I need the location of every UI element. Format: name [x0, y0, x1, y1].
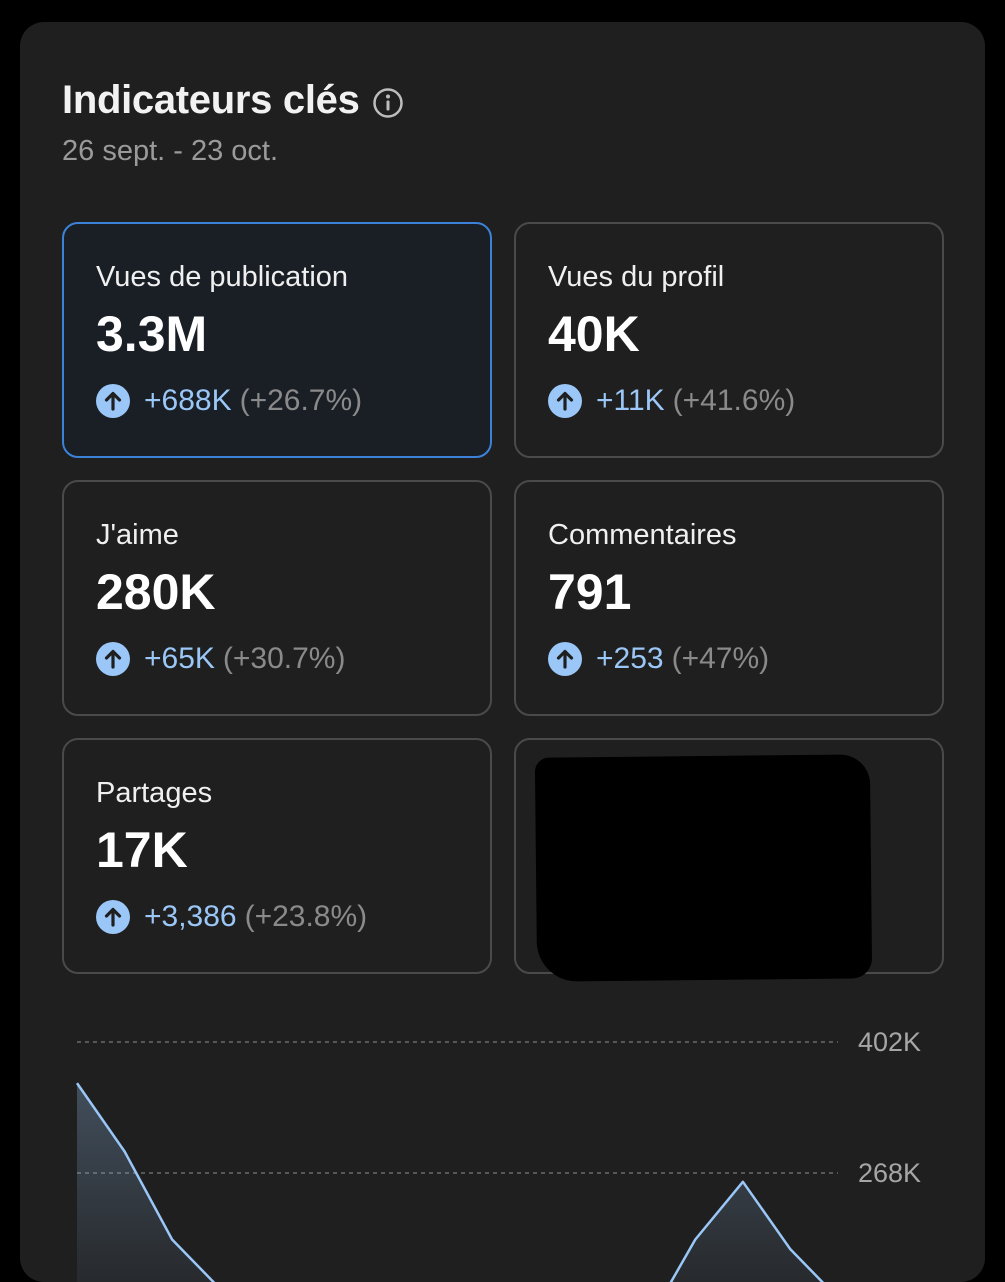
metric-label: Vues du profil — [548, 261, 725, 293]
metric-value: 3.3M — [96, 306, 208, 362]
metric-delta: +3,386 (+23.8%) — [96, 900, 490, 934]
arrow-up-icon — [548, 384, 582, 418]
arrow-up-icon — [96, 384, 130, 418]
metric-delta: +253 (+47%) — [548, 642, 942, 676]
key-metrics-panel: Indicateurs clés 26 sept. - 23 oct. Vues… — [20, 22, 985, 1282]
delta-percent: (+41.6%) — [672, 384, 796, 417]
metrics-grid: Vues de publication 3.3M +688K (+26.7%) … — [62, 222, 944, 982]
delta-percent: (+30.7%) — [222, 642, 346, 675]
metric-value: 791 — [548, 564, 632, 620]
date-range: 26 sept. - 23 oct. — [62, 135, 279, 167]
metric-delta: +65K (+30.7%) — [96, 642, 490, 676]
metric-trend-chart: 402K 268K — [75, 1027, 921, 1282]
metric-card-shares[interactable]: Partages 17K +3,386 (+23.8%) — [62, 738, 492, 974]
metric-card-comments[interactable]: Commentaires 791 +253 (+47%) — [514, 480, 944, 716]
metric-label: Vues de publication — [96, 261, 349, 293]
panel-header: Indicateurs clés 26 sept. - 23 oct. — [62, 78, 404, 168]
delta-absolute: +253 — [596, 642, 664, 675]
metric-delta: +11K (+41.6%) — [548, 384, 942, 418]
delta-absolute: +65K — [144, 642, 215, 675]
arrow-up-icon — [96, 642, 130, 676]
metric-card-post-views[interactable]: Vues de publication 3.3M +688K (+26.7%) — [62, 222, 492, 458]
metric-value: 17K — [96, 822, 188, 878]
panel-title: Indicateurs clés — [62, 78, 360, 122]
metric-label: Partages — [96, 777, 213, 809]
delta-absolute: +11K — [596, 384, 665, 417]
title-row: Indicateurs clés — [62, 78, 404, 123]
metric-label: Commentaires — [548, 519, 737, 551]
delta-absolute: +3,386 — [144, 900, 237, 933]
metric-delta: +688K (+26.7%) — [96, 384, 490, 418]
arrow-up-icon — [548, 642, 582, 676]
metric-card-redacted[interactable] — [514, 738, 944, 982]
metric-value: 280K — [96, 564, 216, 620]
chart-gridlines — [77, 1041, 838, 1174]
arrow-up-icon — [96, 900, 130, 934]
metric-label: J'aime — [96, 519, 179, 551]
y-tick-label: 402K — [858, 1027, 921, 1057]
metric-card-likes[interactable]: J'aime 280K +65K (+30.7%) — [62, 480, 492, 716]
info-icon[interactable] — [372, 87, 404, 119]
delta-absolute: +688K — [144, 384, 232, 417]
delta-percent: (+23.8%) — [244, 900, 368, 933]
delta-percent: (+47%) — [671, 642, 770, 675]
redaction-block — [534, 754, 873, 982]
chart-area — [77, 1083, 823, 1282]
metric-card-profile-views[interactable]: Vues du profil 40K +11K (+41.6%) — [514, 222, 944, 458]
y-tick-label: 268K — [858, 1158, 921, 1188]
metric-value: 40K — [548, 306, 640, 362]
chart-tick-labels: 402K 268K — [858, 1027, 921, 1188]
delta-percent: (+26.7%) — [239, 384, 363, 417]
